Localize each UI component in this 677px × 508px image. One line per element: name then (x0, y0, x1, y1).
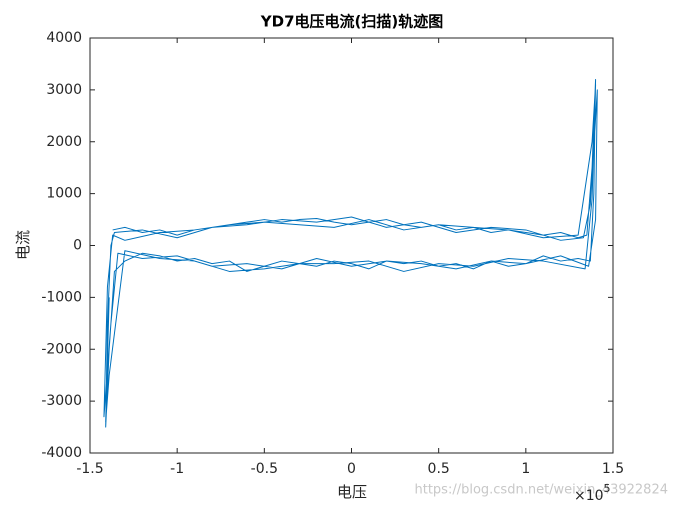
x-multiplier: ×105 (574, 482, 611, 504)
y-tick-label: -2000 (41, 341, 82, 357)
y-tick-label: 4000 (46, 30, 82, 46)
x-multiplier-base: ×10 (574, 488, 604, 504)
y-tick-label: -3000 (41, 393, 82, 409)
x-tick-label: -1 (170, 461, 184, 477)
x-tick-label: 1.5 (602, 461, 624, 477)
x-multiplier-exponent: 5 (604, 482, 611, 495)
y-axis-label: 电流 (14, 230, 32, 260)
x-tick-label: -0.5 (251, 461, 278, 477)
x-tick-label: -1.5 (76, 461, 103, 477)
y-tick-label: 0 (73, 238, 82, 254)
data-line (103, 79, 598, 428)
x-tick-label: 0.5 (428, 461, 450, 477)
y-tick-label: 2000 (46, 134, 82, 150)
x-tick-label: 0 (347, 461, 356, 477)
y-tick-label: -4000 (41, 445, 82, 461)
y-tick-label: -1000 (41, 289, 82, 305)
y-tick-label: 3000 (46, 82, 82, 98)
watermark: https://blog.csdn.net/weixin_43922824 (414, 483, 668, 498)
x-axis-label: 电压 (337, 483, 367, 501)
y-tick-label: 1000 (46, 186, 82, 202)
x-tick-label: 1 (521, 461, 530, 477)
plot-frame (89, 37, 614, 454)
chart-title: YD7电压电流(扫描)轨迹图 (260, 13, 443, 31)
